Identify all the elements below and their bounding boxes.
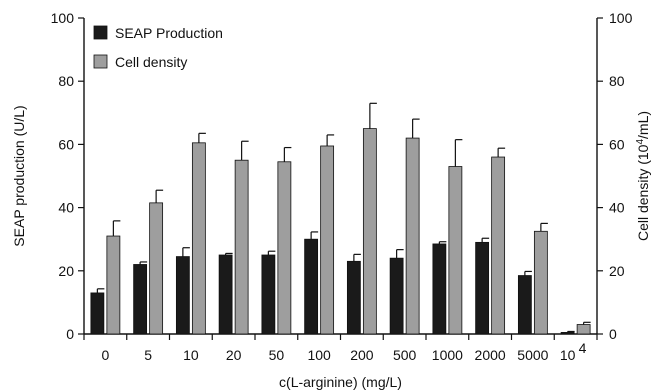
cell-density-bar bbox=[533, 230, 548, 335]
legend-label-seap: SEAP Production bbox=[115, 25, 223, 41]
seap-bar bbox=[346, 260, 361, 335]
y-tick-label-right: 80 bbox=[609, 73, 625, 89]
y-tick-label-right: 40 bbox=[609, 200, 625, 216]
seap-bar bbox=[389, 257, 404, 335]
seap-bar bbox=[432, 243, 447, 335]
cell-density-bar bbox=[149, 202, 164, 335]
x-tick-label: 1000 bbox=[432, 347, 463, 363]
x-tick-label: 100 bbox=[307, 347, 331, 363]
cell-density-bar bbox=[320, 145, 335, 335]
seap-bar bbox=[261, 254, 276, 335]
cell-density-bar bbox=[448, 166, 463, 335]
cell-density-bar bbox=[491, 156, 506, 335]
y-tick-label-left: 60 bbox=[58, 136, 74, 152]
cell-density-bar bbox=[576, 324, 591, 335]
x-tick-label: 10 bbox=[183, 347, 199, 363]
seap-bar bbox=[517, 275, 532, 335]
y-tick-label-right: 60 bbox=[609, 136, 625, 152]
seap-bar bbox=[560, 332, 575, 335]
x-axis-title: c(L-arginine) (mg/L) bbox=[279, 374, 402, 390]
cell-density-bar bbox=[405, 137, 420, 335]
y-tick-label-left: 0 bbox=[66, 326, 74, 342]
seap-bar bbox=[218, 254, 233, 335]
x-tick-label: 200 bbox=[350, 347, 374, 363]
seap-bar bbox=[90, 292, 105, 335]
y-tick-label-left: 40 bbox=[58, 200, 74, 216]
cell-density-bar bbox=[362, 128, 377, 335]
y-tick-label-left: 20 bbox=[58, 263, 74, 279]
x-tick-label: 5000 bbox=[517, 347, 548, 363]
x-tick-label-exponent: 4 bbox=[579, 340, 587, 356]
y-tick-label-right: 0 bbox=[609, 326, 617, 342]
seap-bar bbox=[133, 264, 148, 335]
y-tick-label-right: 20 bbox=[609, 263, 625, 279]
x-tick-label: 20 bbox=[226, 347, 242, 363]
legend-swatch-seap bbox=[93, 25, 108, 40]
seap-bar bbox=[475, 241, 490, 335]
cell-density-bar bbox=[277, 161, 292, 335]
x-tick-label: 500 bbox=[393, 347, 417, 363]
legend-label-cell-density: Cell density bbox=[115, 54, 187, 70]
cell-density-bar bbox=[234, 159, 249, 335]
y-axis-title-right: Cell density (104/mL) bbox=[635, 111, 652, 241]
cell-density-bar bbox=[191, 142, 206, 335]
x-tick-label: 10 bbox=[560, 347, 576, 363]
y-tick-label-left: 80 bbox=[58, 73, 74, 89]
legend-swatch-cell-density bbox=[93, 54, 108, 69]
y-axis-title-left: SEAP production (U/L) bbox=[11, 105, 27, 246]
x-tick-label: 50 bbox=[269, 347, 285, 363]
x-tick-label: 5 bbox=[144, 347, 152, 363]
seap-bar bbox=[175, 256, 190, 335]
seap-bar bbox=[304, 238, 319, 335]
cell-density-bar bbox=[106, 235, 121, 335]
x-tick-label: 0 bbox=[101, 347, 109, 363]
x-tick-label: 2000 bbox=[475, 347, 506, 363]
y-tick-label-left: 100 bbox=[51, 10, 75, 26]
y-tick-label-right: 100 bbox=[609, 10, 633, 26]
